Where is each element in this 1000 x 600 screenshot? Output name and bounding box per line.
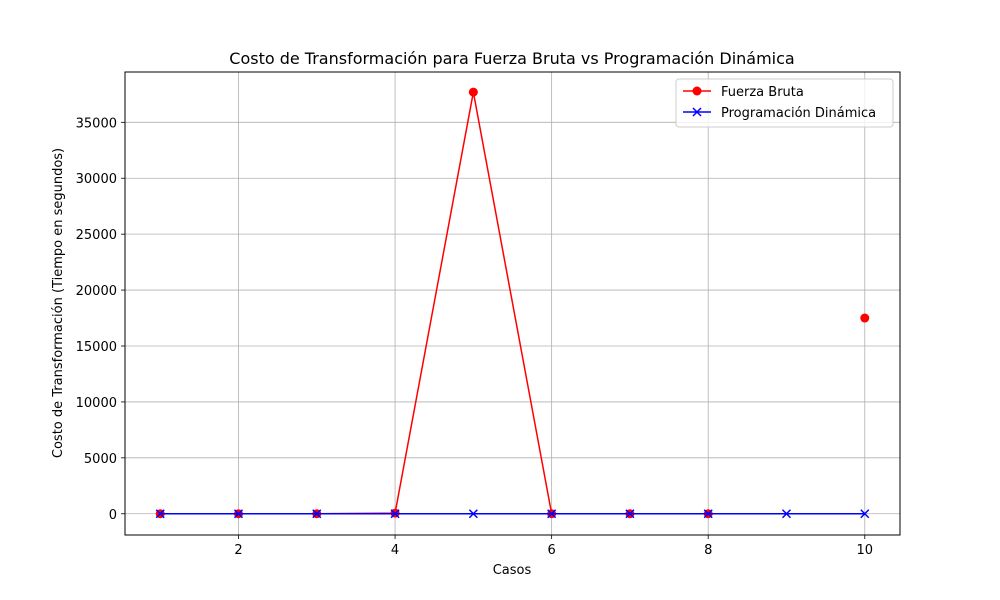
grid bbox=[125, 72, 900, 535]
series-1 bbox=[155, 509, 870, 519]
data-point-0 bbox=[860, 313, 870, 323]
legend-label-programacion-dinamica: Programación Dinámica bbox=[721, 106, 876, 121]
y-tick-label: 10000 bbox=[76, 396, 117, 411]
legend-marker-programacion-dinamica bbox=[692, 107, 702, 117]
y-axis-title: Costo de Transformación (Tiempo en segun… bbox=[51, 148, 66, 458]
y-axis: 0 5000 10000 15000 20000 25000 30000 35000 bbox=[76, 116, 125, 523]
data-point-1 bbox=[312, 509, 322, 519]
legend-box bbox=[675, 78, 894, 128]
data-point-1 bbox=[703, 509, 713, 519]
data-point-0 bbox=[468, 87, 478, 97]
x-tick-label: 10 bbox=[856, 543, 873, 558]
y-tick-label: 35000 bbox=[76, 116, 117, 131]
chart-title: Costo de Transformación para Fuerza Brut… bbox=[229, 49, 794, 68]
legend: Fuerza Bruta Programación Dinámica bbox=[675, 78, 894, 128]
legend-label-fuerza-bruta: Fuerza Bruta bbox=[721, 85, 804, 100]
series-layer bbox=[155, 87, 870, 519]
legend-marker-fuerza-bruta bbox=[692, 86, 702, 96]
data-point-1 bbox=[860, 509, 870, 519]
data-point-1 bbox=[233, 509, 244, 519]
x-tick-label: 2 bbox=[234, 543, 242, 558]
y-tick-label: 20000 bbox=[76, 284, 117, 299]
data-point-1 bbox=[468, 509, 478, 519]
x-axis-title: Casos bbox=[493, 563, 532, 578]
data-point-1 bbox=[781, 509, 792, 519]
data-point-1 bbox=[625, 509, 635, 519]
x-tick-label: 8 bbox=[704, 543, 712, 558]
plot-frame bbox=[124, 71, 901, 536]
x-axis: 2 4 6 8 10 bbox=[234, 535, 873, 558]
data-point-1 bbox=[390, 509, 400, 519]
x-tick-label: 6 bbox=[548, 543, 556, 558]
y-tick-label: 15000 bbox=[76, 340, 117, 355]
data-point-1 bbox=[155, 509, 165, 519]
x-tick-label: 4 bbox=[391, 543, 399, 558]
data-point-1 bbox=[547, 509, 557, 519]
y-tick-label: 30000 bbox=[76, 172, 117, 187]
y-tick-label: 0 bbox=[109, 508, 117, 523]
y-tick-label: 5000 bbox=[84, 452, 117, 467]
y-tick-label: 25000 bbox=[76, 228, 117, 243]
